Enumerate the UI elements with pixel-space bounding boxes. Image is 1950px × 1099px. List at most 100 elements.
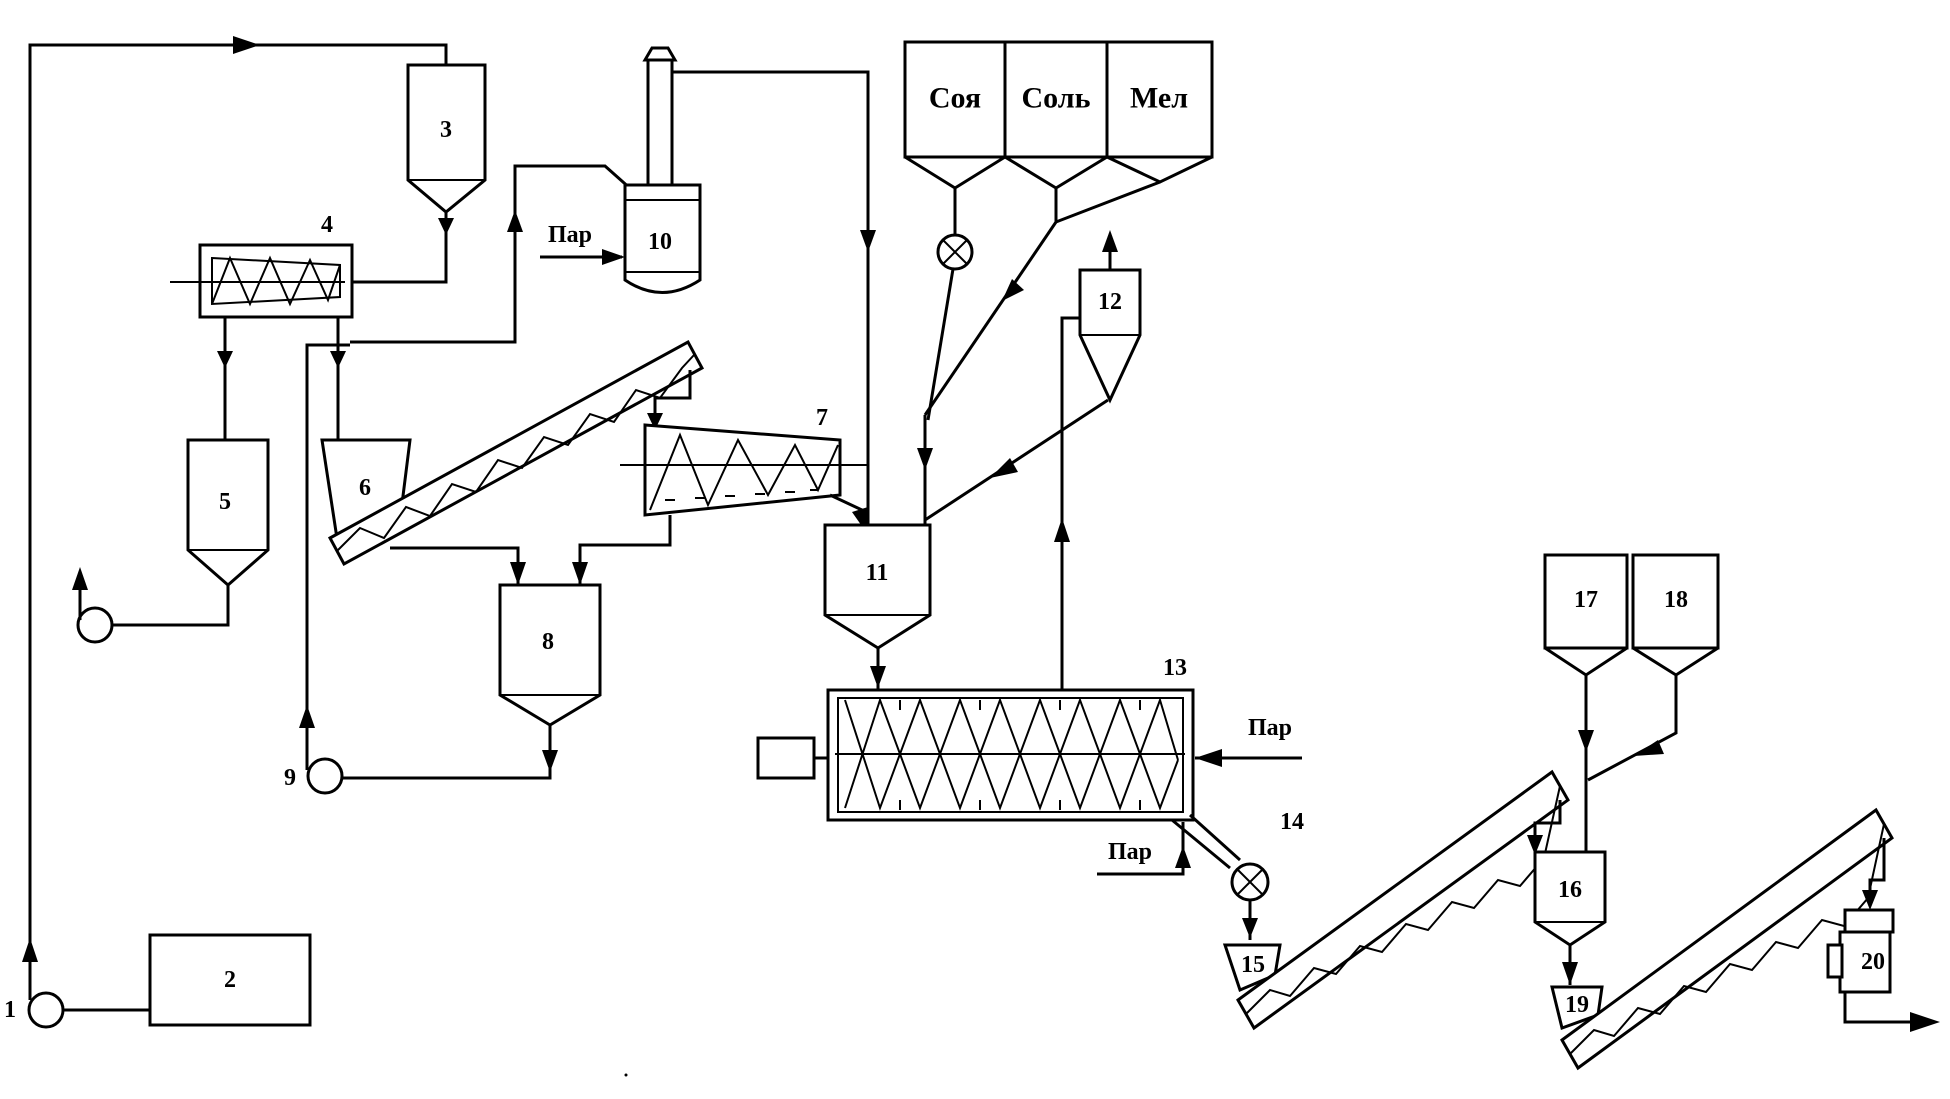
line-13-to-14 <box>1188 813 1242 862</box>
arrow-down-6-8 <box>510 562 526 585</box>
hopper-salt-cone <box>1004 155 1108 190</box>
line-13-to-14b <box>1171 818 1231 870</box>
arrow-up-12 <box>1102 230 1118 252</box>
label-13: 13 <box>1163 655 1187 681</box>
conveyor-15-16-flight <box>1245 785 1561 1015</box>
dryer-13-motor <box>756 736 816 780</box>
hopper-17-cone <box>1544 646 1628 677</box>
arrow-up-4-10 <box>507 210 523 232</box>
hopper-17 <box>1543 553 1629 650</box>
label-9: 9 <box>284 765 296 791</box>
conveyor-19-20-flight <box>1569 823 1885 1055</box>
line-salt-to-11 <box>923 221 1058 416</box>
label-16: 16 <box>1558 877 1582 903</box>
arrow-steam-13b <box>1175 846 1191 868</box>
label-3: 3 <box>440 117 452 143</box>
arrow-down-7-8 <box>572 562 588 585</box>
line-salt-chalk-merge <box>1054 180 1161 225</box>
label-20: 20 <box>1861 949 1885 975</box>
conveyor-6-7-flight <box>336 354 695 552</box>
pump-1 <box>27 991 65 1029</box>
line-soy-to-11 <box>926 268 955 421</box>
arrow-steam-10 <box>602 249 625 265</box>
label-soy: Соя <box>929 82 981 115</box>
tank-5 <box>186 438 270 587</box>
arrow-down-conv-7 <box>647 413 663 430</box>
line-4-to-10 <box>350 164 633 344</box>
label-6: 6 <box>359 475 371 501</box>
arrow-up-pump-1 <box>22 938 38 962</box>
label-7: 7 <box>816 405 828 431</box>
arrow-down-14 <box>1242 918 1258 938</box>
line-20-out <box>1843 992 1920 1024</box>
hopper-18-cone <box>1632 646 1719 677</box>
arrow-cyclone-11 <box>990 458 1018 478</box>
arrow-up-pump-5 <box>72 567 88 590</box>
unit-2 <box>148 933 312 1027</box>
label-chalk: Мел <box>1130 82 1188 115</box>
line-steam-13b <box>1097 822 1185 876</box>
line-chimney-to-11 <box>672 70 870 525</box>
arrow-down-4-5 <box>217 351 233 368</box>
arrow-up-13-12 <box>1054 518 1070 542</box>
arrow-out-20 <box>1910 1012 1940 1032</box>
label-12: 12 <box>1098 289 1122 315</box>
packer-20-top <box>1843 908 1895 934</box>
hopper-chalk <box>1105 40 1214 159</box>
line-18-to-16 <box>1587 675 1678 782</box>
line-8-to-9 <box>342 725 552 780</box>
conveyor-15-16 <box>1236 769 1570 1031</box>
separator-7-ribs <box>665 489 818 501</box>
stray-dot <box>624 1073 628 1077</box>
separator-7 <box>643 423 842 517</box>
pump-5 <box>76 606 114 644</box>
arrow-right-top <box>233 36 260 54</box>
line-conveyor-to-7 <box>653 370 692 425</box>
label-17: 17 <box>1574 587 1598 613</box>
label-5: 5 <box>219 489 231 515</box>
arrow-salt-line <box>1002 279 1024 301</box>
line-5-to-pump <box>112 585 230 627</box>
packer-20-side <box>1826 943 1844 979</box>
steam-label-13b: Пар <box>1108 839 1152 865</box>
mixer-11 <box>823 523 932 650</box>
arrow-down-8 <box>542 750 558 772</box>
arrow-down-16 <box>1562 962 1578 985</box>
arrow-feed-11 <box>917 448 933 470</box>
arrow-18-line <box>1634 740 1664 756</box>
arrow-down-11-13 <box>870 666 886 688</box>
conveyor-19-20 <box>1560 807 1894 1071</box>
chimney-10 <box>646 58 674 187</box>
label-11: 11 <box>866 560 889 586</box>
steam-label-13: Пар <box>1248 715 1292 741</box>
pump-9 <box>306 757 344 795</box>
line-cyclone-12-to-11 <box>924 398 1109 522</box>
hopper-soy-cone <box>904 155 1006 190</box>
line-13-to-12 <box>1060 316 1080 690</box>
hopper-3 <box>406 63 487 214</box>
label-2: 2 <box>224 967 236 993</box>
arrow-down-3 <box>438 218 454 235</box>
packer-20 <box>1838 930 1892 994</box>
label-18: 18 <box>1664 587 1688 613</box>
label-1: 1 <box>4 997 16 1023</box>
collector-8 <box>498 583 602 727</box>
condenser-10 <box>623 183 702 294</box>
line-3-to-4 <box>345 212 448 284</box>
screw-4-body <box>211 256 341 306</box>
arrow-down-chimney <box>860 230 876 252</box>
dryer-13-paddles <box>899 700 1141 810</box>
rotary-valve-soy <box>936 233 974 271</box>
label-19: 19 <box>1565 992 1589 1018</box>
arrow-down-4-6 <box>330 351 346 368</box>
label-15: 15 <box>1241 952 1265 978</box>
conveyor-6-7 <box>327 339 705 567</box>
hopper-chalk-cone <box>1106 155 1213 184</box>
arrow-steam-13 <box>1195 749 1222 767</box>
line-6-to-8 <box>390 546 520 585</box>
label-4: 4 <box>321 212 333 238</box>
label-salt: Соль <box>1022 82 1091 115</box>
steam-label-10: Пар <box>548 222 592 248</box>
chimney-10-cap <box>642 46 678 62</box>
